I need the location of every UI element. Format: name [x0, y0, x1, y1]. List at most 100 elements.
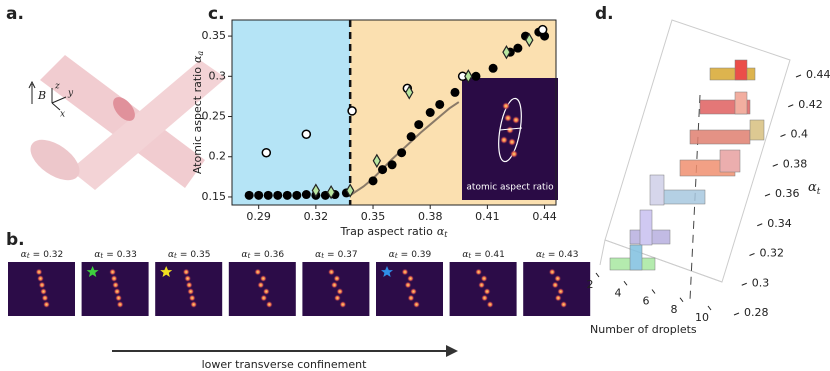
y-tick-label: 0.36 [775, 187, 800, 200]
frame-label: αt = 0.41 [462, 250, 505, 261]
inset-ellipse [498, 97, 522, 163]
frame-label: αt = 0.33 [94, 250, 137, 261]
point [326, 184, 336, 200]
y-tick [772, 163, 778, 167]
symbol: α [536, 250, 542, 260]
symbol: α [94, 250, 100, 260]
x-tick-label: 4 [615, 286, 622, 299]
frame-atom [560, 301, 568, 308]
frame-atom [35, 268, 43, 276]
frame-atom [184, 275, 192, 282]
panel-label: d. [595, 4, 614, 24]
subscript: t [321, 252, 324, 260]
frame-atom [265, 301, 273, 308]
x-tick-label: 0.38 [418, 210, 443, 223]
histogram-bars [609, 59, 765, 271]
frame-atom [37, 275, 44, 282]
symbol: α [389, 250, 395, 260]
axes-icon [28, 80, 67, 111]
label-text: Atomic aspect ratio [191, 67, 204, 174]
symbol: α [462, 250, 468, 260]
point [254, 190, 264, 200]
frames: αt = 0.32 αt = 0.33 αt = 0.35 αt = 0.36 αt = 0.37 αt = 0.… [8, 250, 591, 316]
frame-atom [548, 268, 556, 276]
point [301, 129, 312, 139]
value: 0.37 [338, 250, 358, 260]
value: 0.39 [411, 250, 431, 260]
frame-atom [254, 268, 262, 276]
frame-atom [112, 281, 120, 289]
y-tick [741, 282, 747, 286]
frame-atom [262, 288, 270, 295]
x-tick-label: 2 [587, 278, 594, 291]
frame-atom [257, 281, 265, 289]
frame-atom [486, 301, 494, 308]
subscript: t [248, 252, 251, 260]
point [525, 32, 534, 48]
x-tick [651, 289, 656, 294]
y-tick [780, 134, 786, 137]
frame-atom [339, 301, 347, 308]
point [311, 183, 321, 198]
inset-atom [512, 116, 520, 124]
point [282, 190, 292, 200]
point [387, 160, 397, 170]
value: 0.36 [264, 250, 284, 260]
x-tick [623, 280, 628, 286]
equals: = [474, 250, 482, 260]
box-3d [599, 19, 791, 301]
star [381, 266, 393, 277]
frame-atom [554, 294, 562, 302]
symbol: α [21, 250, 27, 260]
point [292, 190, 302, 200]
frame-image [449, 262, 517, 316]
y-tick-label: 0.3 [209, 69, 227, 82]
frame-atom [260, 294, 268, 302]
subscript: t [100, 252, 103, 260]
point [464, 69, 473, 84]
y-tick [733, 312, 740, 316]
symbol: α [315, 250, 321, 260]
y-tick [749, 253, 755, 256]
value: 0.32 [43, 250, 63, 260]
symbol: α [191, 55, 204, 63]
inset-atom [506, 126, 514, 134]
point [537, 24, 548, 35]
y-tick [757, 223, 763, 227]
equals: = [253, 250, 261, 260]
x-tick [679, 297, 684, 303]
subscript: t [542, 252, 545, 260]
frame-atom [259, 275, 267, 282]
y-tick [795, 74, 802, 78]
point [414, 120, 424, 130]
subscript: a [196, 51, 205, 56]
point [261, 147, 272, 158]
point [301, 190, 311, 200]
y-tick-label: 0.4 [791, 128, 809, 141]
frame-atom [336, 288, 344, 295]
beams [30, 55, 226, 190]
frame-atom [327, 268, 335, 276]
chart: atomic aspect ratio 0.29 0.32 0.35 0.38 0.41 0… [191, 19, 558, 239]
region-left [232, 20, 351, 205]
inset-atom [500, 136, 508, 144]
value: 0.41 [485, 250, 505, 260]
x-axis-label: Number of droplets [590, 323, 697, 336]
point [425, 108, 435, 117]
equals: = [327, 250, 335, 260]
point [435, 99, 445, 109]
frame-atom [551, 281, 559, 289]
frame-atom [109, 268, 117, 276]
frame-image [523, 262, 591, 316]
x-tick-label: 10 [695, 311, 709, 324]
point [345, 183, 355, 198]
y-tick-label: 0.34 [767, 217, 792, 230]
frame-atom [481, 294, 489, 302]
axis-letter: z [54, 82, 60, 92]
subscript: t [395, 252, 398, 260]
y-tick-label: 0.2 [209, 150, 227, 163]
frame-atom [116, 301, 124, 308]
subscript: t [174, 252, 177, 260]
point [347, 106, 357, 116]
